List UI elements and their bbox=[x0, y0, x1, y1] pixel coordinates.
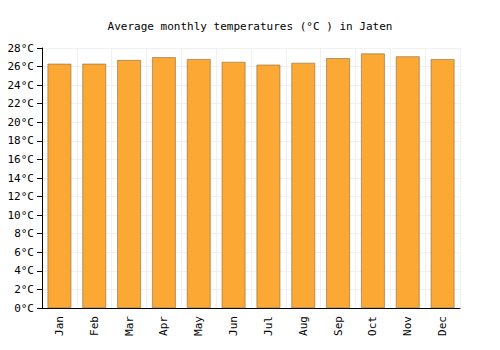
svg-text:Feb: Feb bbox=[88, 316, 101, 336]
svg-text:2°C: 2°C bbox=[14, 283, 34, 296]
svg-text:22°C: 22°C bbox=[8, 97, 35, 110]
svg-text:0°C: 0°C bbox=[14, 302, 34, 315]
svg-text:Dec: Dec bbox=[436, 316, 449, 336]
svg-text:24°C: 24°C bbox=[8, 79, 35, 92]
svg-text:14°C: 14°C bbox=[8, 172, 35, 185]
svg-text:Aug: Aug bbox=[297, 316, 310, 336]
svg-text:16°C: 16°C bbox=[8, 153, 35, 166]
svg-text:Nov: Nov bbox=[401, 316, 414, 336]
svg-text:Jun: Jun bbox=[227, 316, 240, 336]
svg-text:4°C: 4°C bbox=[14, 264, 34, 277]
svg-text:Jul: Jul bbox=[262, 316, 275, 336]
svg-text:Mar: Mar bbox=[123, 316, 136, 336]
svg-text:26°C: 26°C bbox=[8, 60, 35, 73]
svg-text:Average monthly temperatures (: Average monthly temperatures (°C ) in Ja… bbox=[108, 20, 393, 33]
svg-text:20°C: 20°C bbox=[8, 116, 35, 129]
svg-text:Apr: Apr bbox=[157, 316, 170, 336]
svg-text:28°C: 28°C bbox=[8, 42, 35, 55]
svg-text:May: May bbox=[192, 316, 205, 336]
svg-text:8°C: 8°C bbox=[14, 227, 34, 240]
svg-text:18°C: 18°C bbox=[8, 134, 35, 147]
svg-text:Jan: Jan bbox=[53, 316, 66, 336]
svg-text:12°C: 12°C bbox=[8, 190, 35, 203]
svg-text:6°C: 6°C bbox=[14, 246, 34, 259]
svg-text:Sep: Sep bbox=[332, 316, 345, 336]
svg-text:Oct: Oct bbox=[366, 316, 379, 336]
svg-text:10°C: 10°C bbox=[8, 209, 35, 222]
